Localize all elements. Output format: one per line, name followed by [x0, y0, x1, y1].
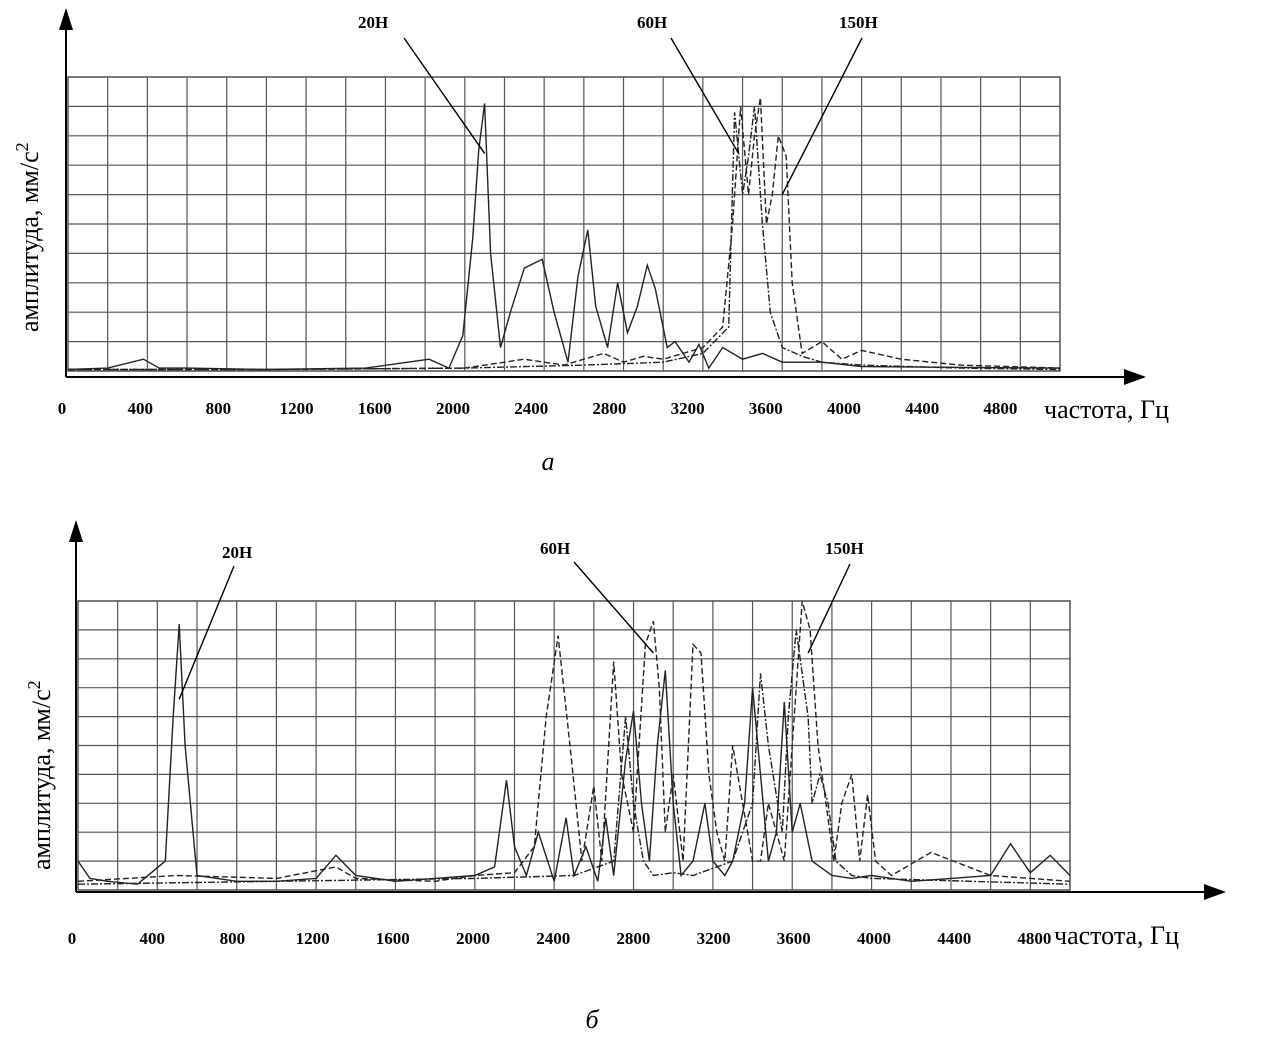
annotation-leader-line — [807, 563, 851, 654]
y-axis-label: амплитуда, мм/с2 — [24, 680, 56, 870]
chart-b: 0 400 800 1200 1600 2000 2400 2800 3200 3600 4000 4… — [24, 520, 1226, 1034]
plot-frame — [67, 76, 1061, 372]
chart-caption: а — [542, 447, 555, 476]
x-tick-label: 2800 — [592, 399, 626, 418]
annotation-leader-line — [781, 37, 863, 195]
y-axis-arrow — [69, 520, 83, 542]
x-axis-label: частота, Гц — [1054, 921, 1179, 950]
x-tick-label: 1600 — [376, 929, 410, 948]
x-tick-label: 400 — [127, 399, 153, 418]
grid — [77, 600, 1071, 891]
x-tick-label: 800 — [206, 399, 232, 418]
x-axis-arrow — [1204, 884, 1226, 900]
annotation-leader-line — [573, 561, 654, 654]
x-tick-label: 0 — [58, 399, 67, 418]
x-tick-label: 4400 — [905, 399, 939, 418]
x-tick-label: 1200 — [280, 399, 314, 418]
annotation-label: 150Н — [839, 13, 878, 32]
x-tick-label: 0 — [68, 929, 77, 948]
annotation-label: 20Н — [222, 543, 252, 562]
x-tick-label: 4000 — [857, 929, 891, 948]
series-line-dash — [68, 97, 1061, 371]
annotation-label: 20Н — [358, 13, 388, 32]
y-axis-label-superscript: 2 — [24, 680, 44, 689]
series-line-dashdot — [77, 629, 1071, 885]
x-tick-label: 1200 — [296, 929, 330, 948]
y-axis-label-text: амплитуда, мм/с — [27, 689, 56, 870]
x-tick-label: 3600 — [749, 399, 783, 418]
grid — [67, 76, 1061, 372]
x-tick-label: 2400 — [536, 929, 570, 948]
x-tick-label: 4800 — [983, 399, 1017, 418]
series-line-dashdot — [68, 106, 1061, 371]
annotation-label: 60Н — [540, 539, 570, 558]
x-tick-label: 2400 — [514, 399, 548, 418]
x-axis-arrow — [1124, 369, 1146, 385]
series-line-solid — [77, 624, 1071, 885]
y-axis-label: амплитуда, мм/с2 — [12, 142, 44, 332]
annotation-label: 150Н — [825, 539, 864, 558]
annotation-leader-line — [670, 37, 740, 154]
annotation-label: 60Н — [637, 13, 667, 32]
x-tick-label: 2000 — [456, 929, 490, 948]
y-axis-label-text: амплитуда, мм/с — [15, 151, 44, 332]
series-line-dash — [77, 600, 1071, 883]
x-tick-label: 4800 — [1017, 929, 1051, 948]
series-line-solid — [67, 103, 1061, 371]
y-axis-label-superscript: 2 — [12, 142, 32, 151]
chart-a: 0 400 800 1200 1600 2000 2400 2800 3200 3600 4000 4… — [12, 8, 1169, 476]
x-axis-label: частота, Гц — [1044, 395, 1169, 424]
x-tick-label: 3600 — [777, 929, 811, 948]
x-tick-label: 800 — [220, 929, 246, 948]
annotation-leader-line — [178, 565, 235, 700]
x-tick-label: 400 — [139, 929, 165, 948]
chart-caption: б — [585, 1005, 599, 1034]
plot-frame — [77, 600, 1071, 891]
x-tick-label: 2000 — [436, 399, 470, 418]
x-tick-label: 3200 — [671, 399, 705, 418]
x-tick-label: 4400 — [937, 929, 971, 948]
annotation-leader-line — [403, 37, 486, 154]
y-axis-arrow — [59, 8, 73, 30]
x-tick-label: 4000 — [827, 399, 861, 418]
x-tick-label: 3200 — [697, 929, 731, 948]
x-tick-label: 2800 — [616, 929, 650, 948]
x-tick-label: 1600 — [358, 399, 392, 418]
